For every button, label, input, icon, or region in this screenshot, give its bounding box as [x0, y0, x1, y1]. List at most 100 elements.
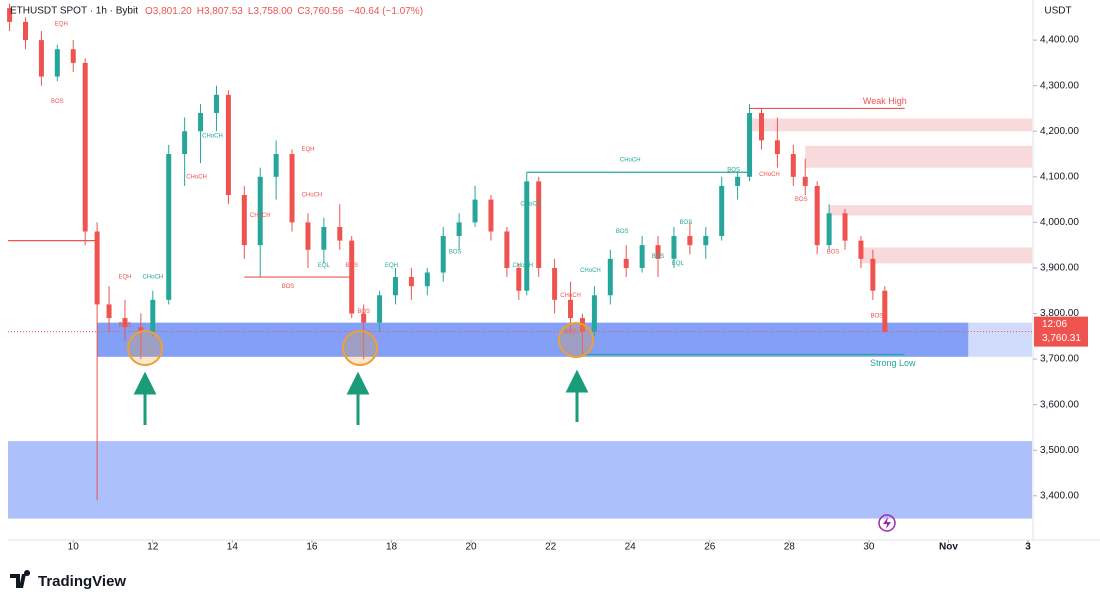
- y-tick-label: 4,200.00: [1040, 126, 1079, 137]
- candle-body: [213, 94, 219, 114]
- circle-marker: [558, 322, 594, 358]
- annotation: BOS: [564, 329, 577, 335]
- candle-body: [719, 185, 725, 237]
- candle-body: [337, 226, 343, 241]
- candle-body: [858, 240, 864, 259]
- candle-body: [703, 236, 709, 246]
- zone: [805, 145, 1032, 168]
- y-tick-label: 4,000.00: [1040, 217, 1079, 228]
- candle-body: [198, 113, 204, 132]
- y-tick-label: 3,500.00: [1040, 445, 1079, 456]
- candle-body: [814, 185, 820, 246]
- currency: USDT: [1044, 6, 1071, 17]
- logo-mark: [10, 570, 31, 588]
- y-tick-label: 4,400.00: [1040, 35, 1079, 46]
- candle-body: [106, 304, 112, 319]
- candle-body: [289, 154, 295, 223]
- arrow-head: [346, 371, 370, 395]
- candle-body: [524, 181, 530, 291]
- zone: [829, 205, 1032, 216]
- highlights: [127, 322, 594, 366]
- annotation: EQL: [672, 261, 685, 267]
- last-price-box: [1034, 316, 1088, 347]
- y-tick-label: 3,600.00: [1040, 399, 1079, 410]
- candle-body: [182, 131, 188, 155]
- arrows: [133, 369, 589, 425]
- countdown: 12:06: [1042, 319, 1067, 330]
- annotation: BOS: [727, 168, 740, 174]
- candle-body: [671, 236, 677, 259]
- last-price-label: 3,760.31: [1042, 333, 1081, 344]
- candle-body: [424, 272, 430, 287]
- annotation: BOS: [680, 220, 693, 226]
- candle-body: [225, 94, 231, 196]
- icon-ring: [878, 514, 896, 532]
- candle-body: [70, 49, 76, 63]
- candle-body: [568, 299, 574, 319]
- annotation: BOS: [357, 309, 370, 315]
- x-tick-label: 3: [1025, 542, 1031, 553]
- candle-body: [870, 258, 876, 291]
- y-tick-label: 4,100.00: [1040, 171, 1079, 182]
- zone: [8, 441, 1032, 519]
- annotation: EQH: [385, 263, 398, 269]
- candle-body: [54, 49, 60, 77]
- x-tick-label: Nov: [939, 542, 958, 553]
- candle-body: [321, 226, 327, 250]
- candle-body: [94, 231, 100, 305]
- candle-body: [82, 62, 88, 232]
- x-tick-label: 24: [625, 542, 637, 553]
- annotation: CHoCH: [759, 172, 780, 178]
- zone: [97, 322, 969, 357]
- annotation: BOS: [282, 284, 295, 290]
- annotation: BOS: [871, 313, 884, 319]
- candle-body: [687, 236, 693, 246]
- candle-body: [516, 267, 522, 291]
- logo: TradingView: [10, 570, 126, 590]
- x-tick-label: 26: [704, 542, 716, 553]
- candle-body: [377, 295, 383, 323]
- candle-body: [607, 258, 613, 296]
- annotation: BOS: [652, 254, 665, 260]
- candle-body: [882, 290, 888, 332]
- annotation: BOS: [795, 197, 808, 203]
- annotation: CHoCH: [302, 193, 323, 199]
- candle-body: [241, 195, 247, 246]
- ohlc-value: O3,801.20: [145, 6, 192, 17]
- x-tick-label: 20: [466, 542, 478, 553]
- candle-body: [826, 213, 832, 246]
- x-tick-label: 16: [306, 542, 318, 553]
- annotation: CHoCH: [580, 268, 601, 274]
- arrow-head: [133, 371, 157, 395]
- y-tick-label: 3,400.00: [1040, 490, 1079, 501]
- x-tick-label: 14: [227, 542, 239, 553]
- candle-body: [623, 258, 629, 268]
- candle-body: [488, 199, 494, 232]
- candle-body: [23, 21, 29, 41]
- zone: [860, 247, 1032, 264]
- zone: [968, 322, 1032, 357]
- candle-body: [552, 267, 558, 300]
- candle-body: [349, 240, 355, 314]
- annotation: CHoCH: [620, 158, 641, 164]
- x-tick-label: 22: [545, 542, 557, 553]
- candle-body: [504, 231, 510, 268]
- annotation: EQL: [318, 263, 331, 269]
- candle-body: [639, 245, 645, 268]
- candle-body: [655, 245, 661, 259]
- annotation: BOS: [449, 250, 462, 256]
- candle-body: [408, 277, 414, 287]
- annotation: BOS: [51, 99, 64, 105]
- x-tick-label: 18: [386, 542, 398, 553]
- annotation: CHoCH: [560, 293, 581, 299]
- y-tick-label: 3,900.00: [1040, 263, 1079, 274]
- annotation: BOS: [345, 263, 358, 269]
- circle-marker: [342, 330, 378, 366]
- y-tick-label: 4,300.00: [1040, 80, 1079, 91]
- x-tick-label: 28: [784, 542, 796, 553]
- circle-marker: [127, 330, 163, 366]
- candle-body: [305, 222, 311, 250]
- ohlc-value: −40.64 (−1.07%): [349, 6, 424, 17]
- candle-body: [591, 295, 597, 332]
